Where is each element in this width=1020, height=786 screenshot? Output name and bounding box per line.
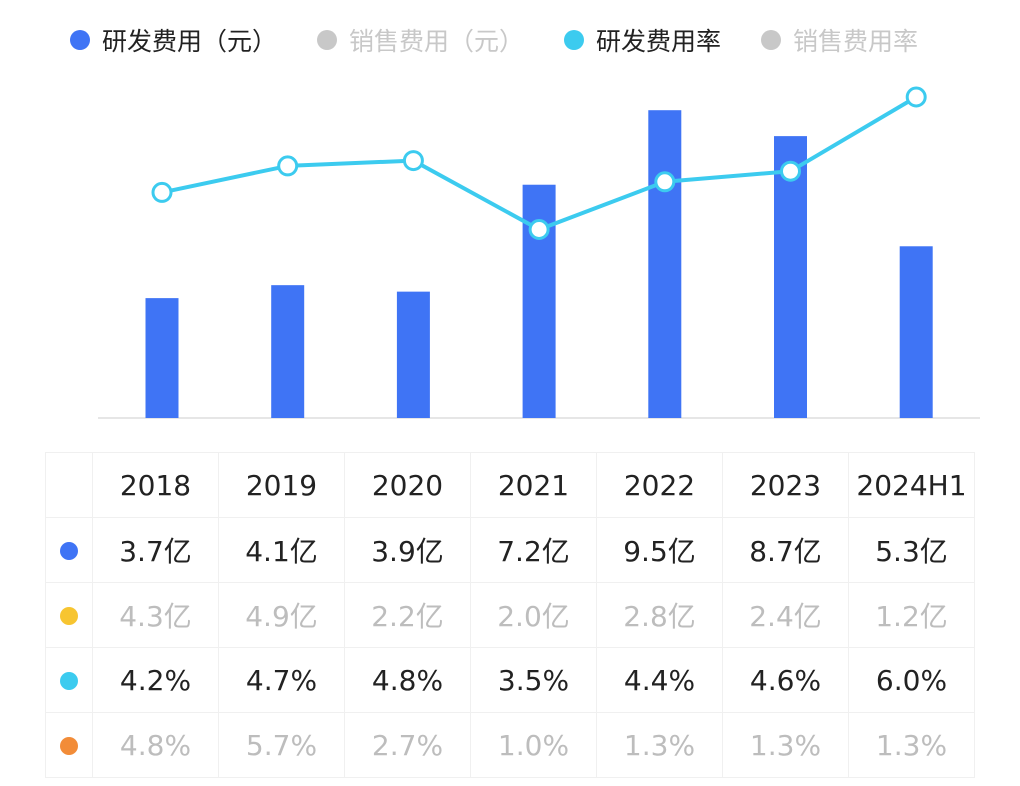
header-cell: 2018 — [92, 452, 219, 518]
bar-2020 — [396, 291, 430, 418]
series-dot-icon — [60, 736, 78, 755]
table-cell: 3.5% — [470, 647, 597, 713]
table-cell: 8.7亿 — [722, 517, 849, 583]
rate-point-2022 — [654, 171, 676, 193]
table-cell: 6.0% — [848, 647, 975, 713]
legend: 研发费用（元） 销售费用（元） 研发费用率 销售费用率 — [70, 22, 918, 58]
legend-dot — [70, 30, 90, 50]
table-cell: 2.0亿 — [470, 582, 597, 648]
table-cell: 1.2亿 — [848, 582, 975, 648]
table-cell: 7.2亿 — [470, 517, 597, 583]
header-blank-cell — [45, 452, 93, 518]
table-cell: 4.8% — [92, 712, 219, 778]
rate-point-2024H1 — [905, 86, 927, 108]
table-cell: 4.4% — [596, 647, 723, 713]
table-cell: 9.5亿 — [596, 517, 723, 583]
table-cell: 4.1亿 — [218, 517, 345, 583]
row-marker-cell — [45, 582, 93, 648]
table-cell: 2.2亿 — [344, 582, 471, 648]
legend-item-sales-expense[interactable]: 销售费用（元） — [317, 22, 524, 58]
legend-dot — [317, 30, 338, 50]
legend-label: 销售费用率 — [793, 27, 919, 56]
legend-dot — [564, 30, 585, 50]
legend-label: 销售费用（元） — [349, 27, 525, 56]
table-cell: 2.8亿 — [596, 582, 723, 648]
table-cell: 3.7亿 — [92, 517, 219, 583]
table-cell: 2.7% — [344, 712, 471, 778]
table-cell: 4.8% — [344, 647, 471, 713]
table-row: 4.3亿 4.9亿 2.2亿 2.0亿 2.8亿 2.4亿 1.2亿 — [45, 582, 975, 648]
plot-area — [98, 86, 980, 419]
legend-dot — [761, 30, 782, 50]
table-header-row: 2018 2019 2020 2021 2022 2023 2024H1 — [45, 452, 975, 518]
rate-point-2023 — [780, 160, 801, 182]
header-cell: 2023 — [722, 452, 849, 518]
table-cell: 5.3亿 — [848, 517, 975, 583]
table-cell: 1.0% — [470, 712, 597, 778]
table-row: 3.7亿 4.1亿 3.9亿 7.2亿 9.5亿 8.7亿 5.3亿 — [45, 517, 975, 583]
table-row: 4.8% 5.7% 2.7% 1.0% 1.3% 1.3% 1.3% — [45, 712, 975, 778]
series-dot-icon — [60, 606, 78, 625]
table-cell: 1.3% — [596, 712, 723, 778]
legend-item-sales-rate[interactable]: 销售费用率 — [761, 22, 918, 58]
rate-point-2018 — [151, 181, 173, 203]
bar-2019 — [271, 285, 305, 418]
table-cell: 4.2% — [92, 647, 219, 713]
table-cell: 2.4亿 — [722, 582, 849, 648]
row-marker-cell — [45, 647, 93, 713]
table-cell: 4.3亿 — [92, 582, 219, 648]
table-cell: 3.9亿 — [344, 517, 471, 583]
header-cell: 2021 — [470, 452, 597, 518]
series-dot-icon — [60, 671, 78, 690]
row-marker-cell — [45, 712, 93, 778]
rate-point-2019 — [277, 155, 299, 177]
legend-label: 研发费用率 — [596, 27, 722, 56]
header-cell: 2022 — [596, 452, 723, 518]
header-cell: 2020 — [344, 452, 471, 518]
table-cell: 4.6% — [722, 647, 849, 713]
table-cell: 4.9亿 — [218, 582, 345, 648]
header-cell: 2024H1 — [848, 452, 975, 518]
legend-item-rd-expense[interactable]: 研发费用（元） — [70, 22, 277, 58]
table-cell: 1.3% — [722, 712, 849, 778]
table-cell: 5.7% — [218, 712, 345, 778]
series-dot-icon — [60, 541, 78, 560]
bar-2023 — [774, 136, 807, 418]
row-marker-cell — [45, 517, 93, 583]
table-cell: 1.3% — [848, 712, 975, 778]
rate-point-2021 — [528, 219, 550, 240]
legend-item-rd-rate[interactable]: 研发费用率 — [564, 22, 721, 58]
header-cell: 2019 — [218, 452, 345, 518]
bar-2024H1 — [899, 246, 933, 418]
table-row: 4.2% 4.7% 4.8% 3.5% 4.4% 4.6% 6.0% — [45, 647, 975, 713]
bar-2022 — [648, 110, 682, 418]
rate-point-2020 — [402, 150, 424, 172]
data-table: 2018 2019 2020 2021 2022 2023 2024H1 3.7亿 4.1亿 3.… — [45, 452, 975, 778]
legend-label: 研发费用（元） — [102, 27, 278, 56]
table-cell: 4.7% — [218, 647, 345, 713]
bar-2018 — [145, 298, 179, 418]
